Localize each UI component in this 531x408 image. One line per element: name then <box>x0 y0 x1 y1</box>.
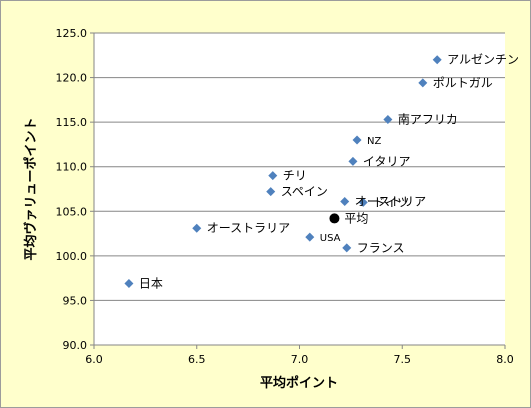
y-tick-label-4: 110.0 <box>56 161 88 174</box>
data-point-4 <box>348 156 358 166</box>
x-tick-label-0: 6.0 <box>85 353 103 366</box>
y-axis-title: 平均ヴァリューポイント <box>23 117 39 260</box>
data-point-5 <box>268 171 278 181</box>
x-tick-label-3: 7.5 <box>394 353 412 366</box>
y-tick-label-2: 100.0 <box>56 250 88 263</box>
point-label-2: 南アフリカ <box>398 111 458 126</box>
y-tick-label-1: 95.0 <box>63 294 88 307</box>
data-point-3 <box>352 135 362 145</box>
x-axis-title: 平均ポイント <box>260 375 338 391</box>
data-point-0 <box>432 55 442 65</box>
x-tick-label-1: 6.5 <box>188 353 206 366</box>
data-point-10 <box>305 232 315 242</box>
point-label-8: ドイツ <box>373 195 409 209</box>
point-label-7: オーストリア <box>355 194 426 208</box>
point-label-12: 日本 <box>139 276 163 290</box>
point-label-3: NZ <box>367 136 381 147</box>
data-point-8 <box>358 197 368 207</box>
point-label-5: チリ <box>283 169 307 183</box>
gridlines <box>94 32 505 301</box>
y-tick-label-3: 105.0 <box>56 205 88 218</box>
x-tick-label-4: 8.0 <box>496 353 514 366</box>
data-point-1 <box>418 78 428 88</box>
y-tick-labels: 90.0 95.0 100.0 105.0 110.0 115.0 120.0 125.0 <box>56 27 94 352</box>
data-point-6 <box>266 187 276 197</box>
point-label-9: オーストラリア <box>207 221 290 235</box>
point-label-1: ポルトガル <box>433 76 493 90</box>
point-label-0: アルゼンチン <box>447 53 519 67</box>
average-label: 平均 <box>344 211 368 225</box>
x-tick-labels: 6.0 6.5 7.0 7.5 8.0 <box>85 345 514 366</box>
data-point-11 <box>342 243 352 253</box>
data-point-9 <box>192 223 202 233</box>
y-tick-label-0: 90.0 <box>63 339 88 352</box>
plot-area <box>94 33 505 345</box>
point-label-6: スペイン <box>281 185 328 199</box>
y-tick-label-5: 115.0 <box>56 116 88 129</box>
data-point-2 <box>383 114 393 124</box>
average-point <box>329 213 340 224</box>
point-label-10: USA <box>320 233 341 244</box>
data-points <box>124 55 442 288</box>
x-tick-label-2: 7.0 <box>291 353 309 366</box>
data-point-7 <box>340 196 350 206</box>
y-tick-label-6: 120.0 <box>56 72 88 85</box>
point-label-4: イタリア <box>363 154 411 168</box>
point-label-11: フランス <box>357 241 405 255</box>
y-tick-label-7: 125.0 <box>56 27 88 40</box>
data-point-12 <box>124 278 134 288</box>
